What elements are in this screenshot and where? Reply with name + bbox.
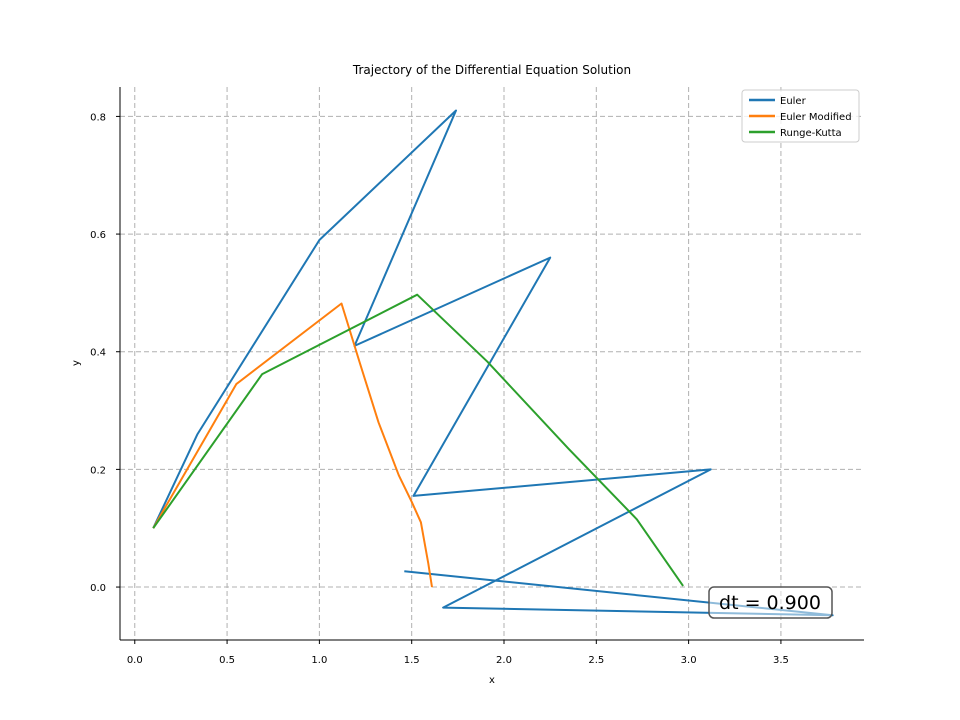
legend-label-euler-modified: Euler Modified <box>780 112 852 123</box>
legend: Euler Euler Modified Runge-Kutta <box>741 89 860 143</box>
legend-box <box>741 89 860 143</box>
annotation-box <box>708 586 833 619</box>
dt-annotation: dt = 0.900 <box>708 586 833 619</box>
x-tick-label: 1.0 <box>311 655 327 666</box>
grid <box>120 87 864 640</box>
x-tick-label: 2.0 <box>496 655 512 666</box>
x-ticks: 0.0 0.5 1.0 1.5 2.0 2.5 3.0 3.5 <box>127 640 789 666</box>
x-tick-label: 3.5 <box>773 655 789 666</box>
legend-label-euler: Euler <box>780 96 807 107</box>
x-tick-label: 3.0 <box>681 655 697 666</box>
series-line-runge-kutta <box>152 293 684 587</box>
x-tick-label: 0.5 <box>219 655 235 666</box>
y-tick-label: 0.8 <box>90 112 106 123</box>
y-axis-label: y <box>71 360 82 366</box>
y-tick-label: 0.6 <box>90 230 106 241</box>
x-tick-label: 0.0 <box>127 655 143 666</box>
series-layer <box>152 109 834 617</box>
y-tick-label: 0.2 <box>90 465 106 476</box>
x-tick-label: 2.5 <box>588 655 604 666</box>
series-line-euler-modified <box>152 302 433 588</box>
annotation-text: dt = 0.900 <box>719 592 821 614</box>
y-tick-label: 0.0 <box>90 583 106 594</box>
chart-title: Trajectory of the Differential Equation … <box>352 63 631 77</box>
x-tick-label: 1.5 <box>404 655 420 666</box>
y-tick-label: 0.4 <box>90 348 106 359</box>
legend-label-runge-kutta: Runge-Kutta <box>780 128 842 139</box>
y-ticks: 0.0 0.2 0.4 0.6 0.8 <box>90 112 120 594</box>
x-axis-label: x <box>489 675 495 686</box>
series-line-euler <box>152 109 834 617</box>
axes <box>119 87 864 641</box>
